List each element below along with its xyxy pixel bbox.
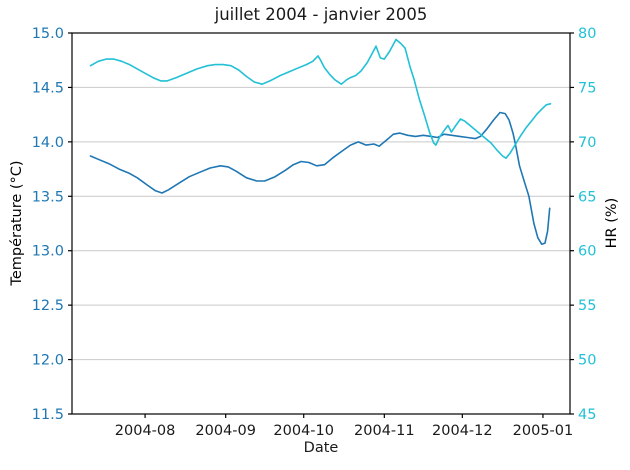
right-tick-label: 70	[578, 135, 596, 151]
left-tick-label: 11.5	[32, 407, 64, 423]
left-tick-label: 12.5	[32, 298, 64, 314]
right-tick-label: 45	[578, 407, 596, 423]
x-tick-label: 2004-08	[115, 423, 176, 439]
right-tick-label: 80	[578, 26, 596, 42]
left-tick-label: 13.5	[32, 189, 64, 205]
right-axis-title: HR (%)	[604, 197, 620, 249]
right-tick-label: 50	[578, 353, 596, 369]
plot-border	[71, 32, 571, 415]
right-tick-label: 65	[578, 189, 596, 205]
left-tick-label: 14.5	[32, 80, 64, 96]
left-tick-label: 14.0	[32, 135, 64, 151]
right-tick-label: 75	[578, 80, 596, 96]
right-tick-label: 60	[578, 244, 596, 260]
left-tick-label: 15.0	[32, 26, 64, 42]
x-tick-label: 2004-10	[273, 423, 334, 439]
left-tick-label: 13.0	[32, 244, 64, 260]
x-tick-label: 2004-11	[354, 423, 415, 439]
hr-line	[89, 38, 552, 159]
left-tick-label: 12.0	[32, 353, 64, 369]
right-tick-label: 55	[578, 298, 596, 314]
temperature-line	[89, 111, 551, 245]
left-axis-title: Température (°C)	[9, 160, 25, 286]
x-axis-title: Date	[303, 440, 339, 456]
chart-title: juillet 2004 - janvier 2005	[214, 5, 428, 24]
x-tick-label: 2004-12	[432, 423, 493, 439]
x-tick-label: 2004-09	[195, 423, 256, 439]
x-tick-label: 2005-01	[513, 423, 574, 439]
